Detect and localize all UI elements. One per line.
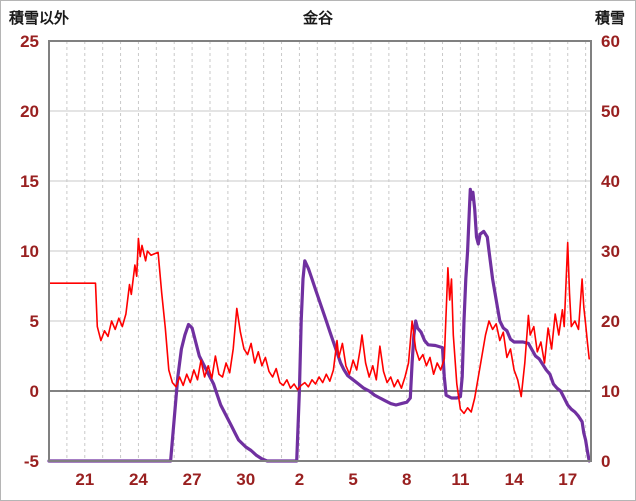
- x-axis-tick-label: 8: [402, 470, 411, 489]
- right-axis-tick-label: 0: [601, 452, 610, 471]
- x-axis-tick-label: 30: [236, 470, 255, 489]
- right-axis-tick-label: 30: [601, 242, 620, 261]
- left-axis-tick-label: 0: [30, 382, 39, 401]
- x-axis-tick-label: 14: [505, 470, 524, 489]
- x-axis-tick-label: 2: [295, 470, 304, 489]
- left-axis-tick-label: 25: [20, 32, 39, 51]
- right-axis-title: 積雪: [594, 10, 625, 27]
- right-axis-tick-label: 40: [601, 172, 620, 191]
- right-axis-tick-label: 50: [601, 102, 620, 121]
- left-axis-tick-label: -5: [24, 452, 39, 471]
- x-axis-tick-label: 11: [451, 470, 469, 489]
- x-axis-tick-label: 24: [129, 470, 148, 489]
- left-axis-title: 積雪以外: [9, 10, 70, 27]
- x-axis-tick-label: 21: [75, 470, 94, 489]
- left-axis-tick-label: 20: [20, 102, 39, 121]
- chart-title: 金谷: [302, 10, 333, 27]
- left-axis-tick-label: 10: [20, 242, 39, 261]
- right-axis-tick-label: 60: [601, 32, 620, 51]
- right-axis-tick-label: 10: [601, 382, 620, 401]
- x-axis-tick-label: 5: [348, 470, 357, 489]
- left-axis-tick-label: 5: [30, 312, 39, 331]
- right-axis-tick-label: 20: [601, 312, 620, 331]
- series-snow-depth-line: [47, 187, 591, 463]
- series-non-snow-line: [48, 237, 591, 415]
- x-axis-tick-label: 27: [183, 470, 202, 489]
- plot-frame: [48, 40, 592, 462]
- x-axis-tick-label: 17: [558, 470, 577, 489]
- left-axis-tick-label: 15: [20, 172, 39, 191]
